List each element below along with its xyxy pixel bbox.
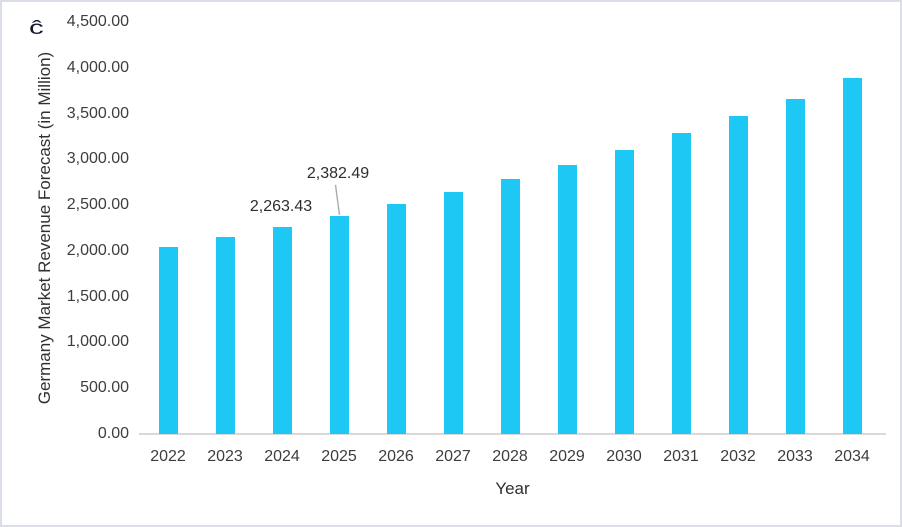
bar-2031: [671, 132, 691, 434]
x-tick-label: 2028: [492, 448, 528, 465]
y-tick-label: 4,000.00: [66, 58, 129, 76]
y-tick-label: 2,500.00: [66, 196, 129, 214]
bar-2027: [443, 191, 463, 434]
y-tick-label: 1,500.00: [66, 287, 129, 305]
leader-line: [334, 184, 341, 215]
bar-2029: [557, 164, 577, 434]
data-label-2024: 2,263.43: [249, 197, 313, 215]
y-tick-label: 3,500.00: [66, 104, 129, 122]
y-tick-label: 1,000.00: [66, 333, 129, 351]
y-tick-label: 4,500.00: [66, 13, 129, 30]
x-tick-label: 2022: [150, 448, 186, 465]
bar-2024: [272, 226, 292, 434]
corner-artifact-mark: ĉ: [29, 18, 44, 39]
bar-2028: [500, 179, 520, 434]
bar-2030: [614, 149, 634, 434]
x-tick-label: 2024: [264, 448, 300, 465]
x-tick-label: 2025: [321, 448, 357, 465]
y-tick-label: 3,000.00: [66, 150, 129, 168]
x-tick-label: 2033: [777, 448, 813, 465]
x-tick-label: 2034: [834, 448, 870, 465]
x-axis-line: [139, 433, 886, 435]
x-tick-label: 2031: [663, 448, 699, 465]
y-tick-label: 2,000.00: [66, 241, 129, 259]
x-tick-label: 2023: [207, 448, 243, 465]
y-tick-label: 500.00: [80, 379, 129, 397]
bar-2034: [842, 77, 862, 434]
x-axis-title: Year: [495, 479, 530, 498]
x-tick-label: 2032: [720, 448, 756, 465]
bar-2033: [785, 98, 805, 434]
data-label-2025: 2,382.49: [306, 164, 370, 182]
y-tick-label: 0.00: [97, 425, 129, 442]
x-tick-label: 2030: [606, 448, 642, 465]
x-tick-label: 2029: [549, 448, 585, 465]
x-tick-label: 2027: [435, 448, 471, 465]
x-tick-label: 2026: [378, 448, 414, 465]
bar-2032: [728, 115, 748, 434]
bar-2023: [215, 237, 235, 434]
bar-2022: [158, 246, 178, 434]
bar-2026: [386, 203, 406, 434]
bar-2025: [329, 215, 349, 434]
